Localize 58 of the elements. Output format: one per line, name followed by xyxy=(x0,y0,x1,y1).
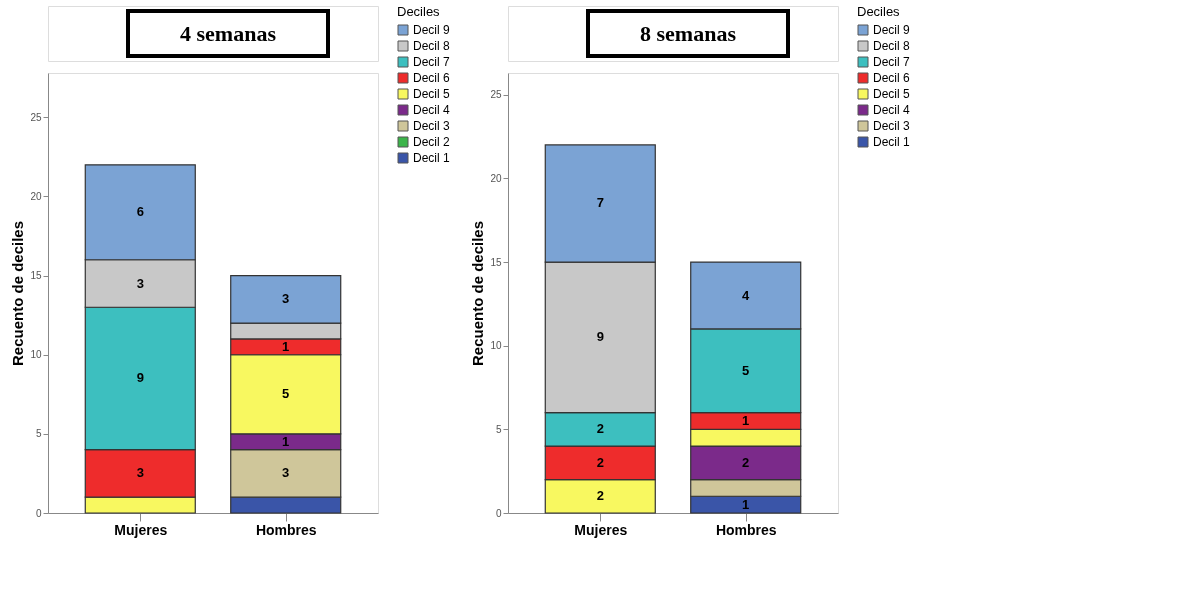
y-tick-label: 10 xyxy=(30,349,42,361)
y-tick-label: 15 xyxy=(490,256,502,268)
data-label: 5 xyxy=(742,362,750,378)
chart-title: 8 semanas xyxy=(640,21,737,46)
y-tick-label: 0 xyxy=(495,507,502,519)
data-label: 6 xyxy=(136,204,144,220)
data-label: 7 xyxy=(596,195,604,211)
data-label: 3 xyxy=(282,465,290,481)
data-label: 3 xyxy=(136,275,144,291)
data-label: 3 xyxy=(282,291,290,307)
data-label: 9 xyxy=(136,370,144,386)
y-tick-label: 5 xyxy=(495,423,502,435)
y-tick-label: 10 xyxy=(490,340,502,352)
y-tick-label: 25 xyxy=(490,89,502,101)
y-tick-label: 15 xyxy=(30,270,42,282)
legend-label: Decil 1 xyxy=(413,151,451,165)
legend-label: Decil 8 xyxy=(413,39,451,53)
legend-label: Decil 9 xyxy=(873,23,911,37)
x-tick-label: Hombres xyxy=(715,521,777,538)
x-tick-label: Mujeres xyxy=(114,521,168,538)
legend-label: Decil 3 xyxy=(413,119,451,133)
legend-label: Decil 8 xyxy=(873,39,911,53)
data-label: 1 xyxy=(282,433,290,449)
legend-label: Decil 9 xyxy=(413,23,451,37)
x-tick-label: Hombres xyxy=(255,521,317,538)
legend-label: Decil 5 xyxy=(873,87,911,101)
legend-label: Decil 5 xyxy=(413,87,451,101)
data-label: 1 xyxy=(742,412,750,428)
legend-label: Decil 2 xyxy=(413,135,451,149)
y-tick-label: 20 xyxy=(490,172,502,184)
data-label: 2 xyxy=(596,421,604,437)
legend-title: Deciles xyxy=(397,4,441,19)
legend-label: Decil 6 xyxy=(873,71,911,85)
x-tick-label: Mujeres xyxy=(574,521,628,538)
y-axis-title: Recuento de deciles xyxy=(469,220,487,367)
y-tick-label: 25 xyxy=(30,111,42,123)
legend-label: Decil 7 xyxy=(413,55,451,69)
data-label: 1 xyxy=(742,496,750,512)
y-tick-label: 0 xyxy=(35,507,42,519)
legend-label: Decil 7 xyxy=(873,55,911,69)
data-label: 4 xyxy=(742,287,751,303)
data-label: 2 xyxy=(742,454,750,470)
legend-label: Decil 6 xyxy=(413,71,451,85)
y-axis-title: Recuento de deciles xyxy=(9,220,27,367)
legend-label: Decil 4 xyxy=(413,103,451,117)
y-tick-label: 20 xyxy=(30,190,42,202)
data-label: 2 xyxy=(596,488,604,504)
legend-label: Decil 1 xyxy=(873,135,911,149)
data-label: 9 xyxy=(596,329,604,345)
legend-title: Deciles xyxy=(857,4,901,19)
data-label: 5 xyxy=(282,386,290,402)
data-label: 3 xyxy=(136,465,144,481)
data-label: 2 xyxy=(596,454,604,470)
y-tick-label: 5 xyxy=(35,428,42,440)
data-label: 1 xyxy=(282,338,290,354)
chart-title: 4 semanas xyxy=(180,21,277,46)
legend-label: Decil 3 xyxy=(873,119,911,133)
legend-label: Decil 4 xyxy=(873,103,911,117)
